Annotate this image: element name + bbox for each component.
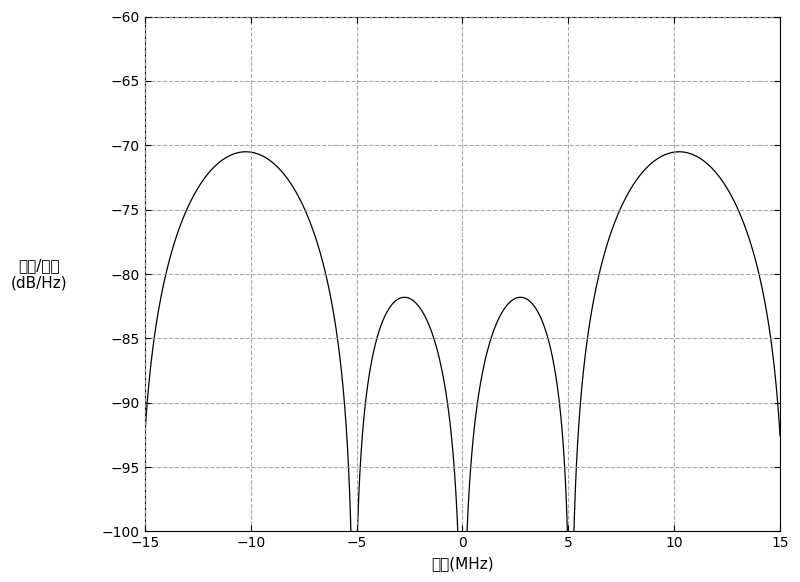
X-axis label: 频率(MHz): 频率(MHz)	[431, 556, 494, 571]
Y-axis label: 功率/频率
(dB/Hz): 功率/频率 (dB/Hz)	[11, 258, 68, 290]
